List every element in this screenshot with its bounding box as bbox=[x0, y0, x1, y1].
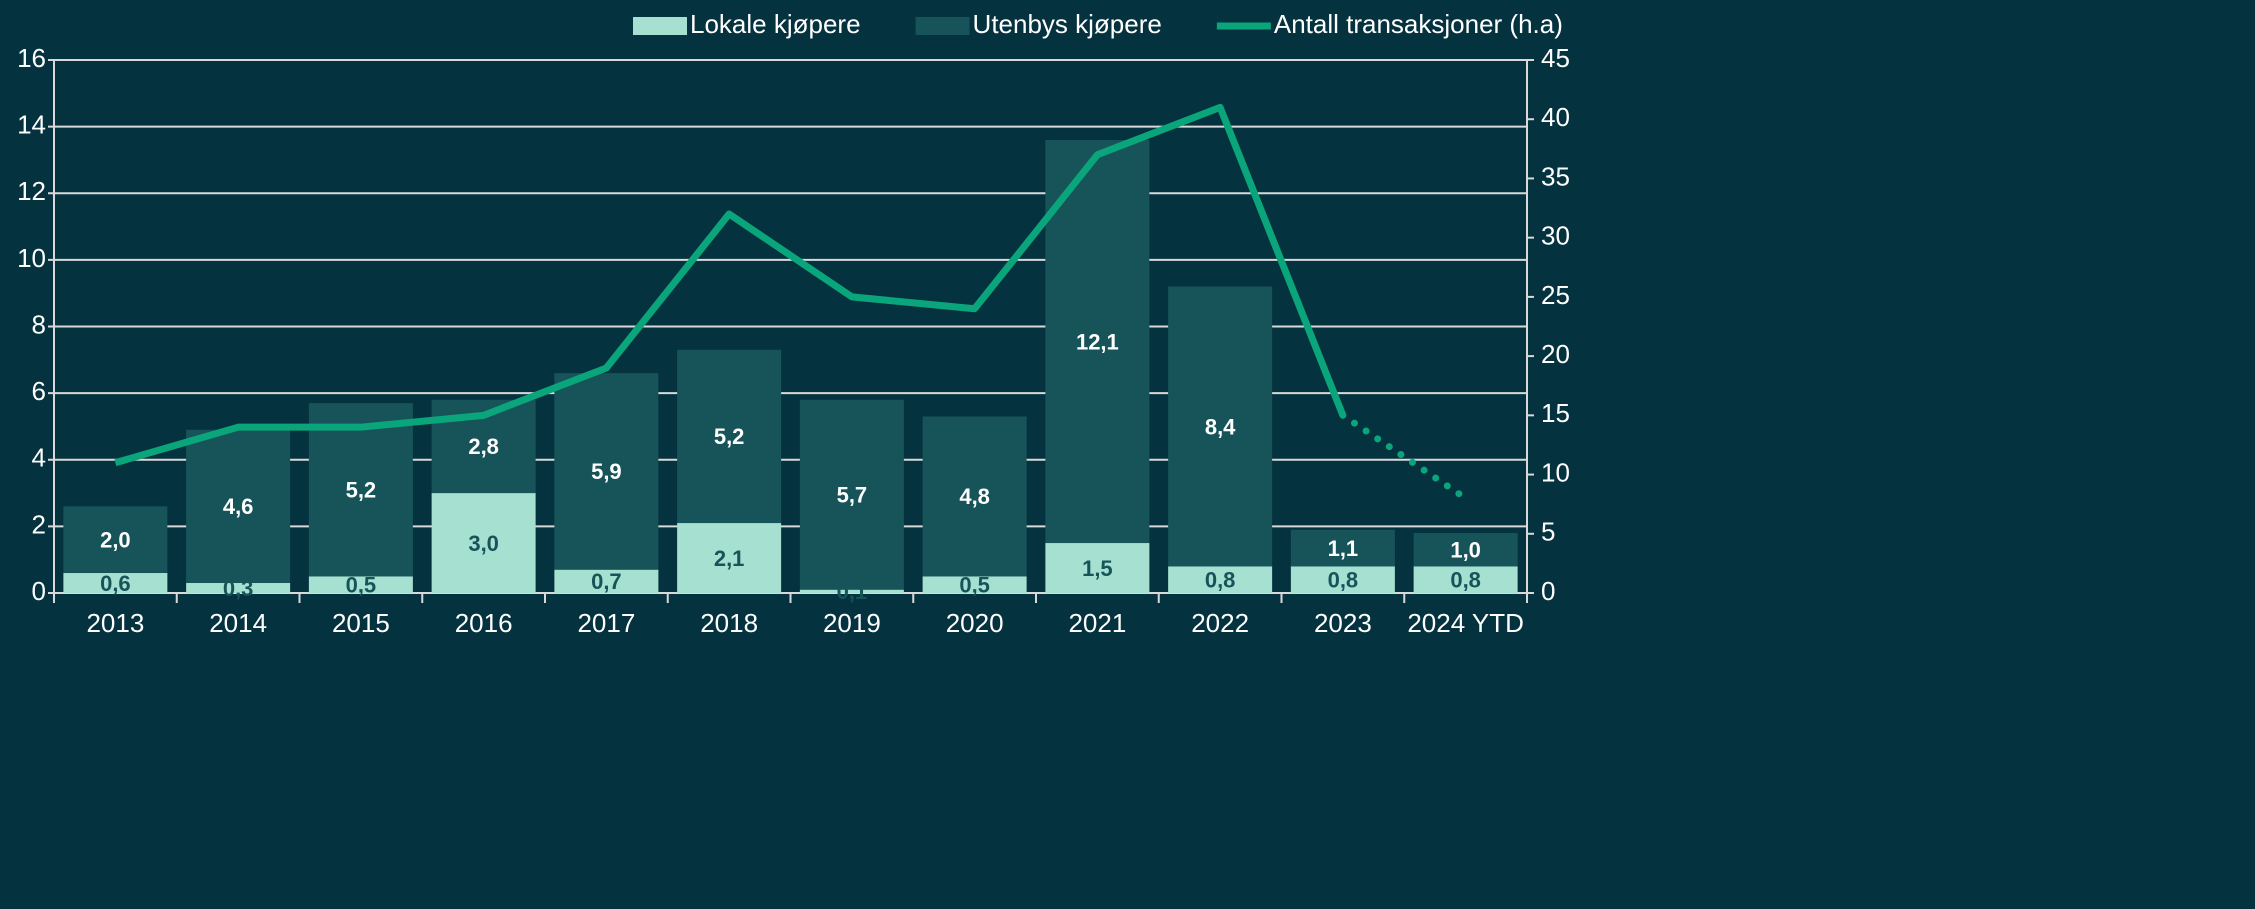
bar-segment bbox=[677, 349, 782, 524]
bar-segment bbox=[308, 403, 413, 577]
data-label: 0,8 bbox=[1205, 567, 1236, 592]
data-label: 4,8 bbox=[959, 484, 990, 509]
data-label: 0,5 bbox=[959, 572, 990, 597]
y-tick-label: 12 bbox=[17, 176, 46, 206]
legend-swatch bbox=[633, 17, 687, 35]
line-dotted bbox=[1339, 411, 1470, 502]
y-tick-label: 8 bbox=[32, 309, 46, 339]
data-label: 12,1 bbox=[1076, 329, 1119, 354]
bar-segment bbox=[63, 506, 168, 574]
bar-segment bbox=[186, 583, 291, 593]
bar-segment bbox=[1045, 543, 1150, 593]
bar-segment bbox=[677, 523, 782, 593]
y2-tick-label: 40 bbox=[1541, 102, 1570, 132]
x-tick-label: 2023 bbox=[1314, 608, 1372, 638]
y-tick-label: 16 bbox=[17, 43, 46, 73]
legend-label: Lokale kjøpere bbox=[690, 9, 861, 39]
data-label: 0,8 bbox=[1328, 567, 1359, 592]
x-tick-label: 2018 bbox=[700, 608, 758, 638]
data-label: 5,9 bbox=[591, 459, 622, 484]
data-label: 0,7 bbox=[591, 569, 622, 594]
bar-segment bbox=[1045, 139, 1150, 544]
x-tick-label: 2021 bbox=[1068, 608, 1126, 638]
y-tick-label: 2 bbox=[32, 509, 46, 539]
x-tick-label: 2016 bbox=[455, 608, 513, 638]
data-label: 3,0 bbox=[468, 531, 499, 556]
y-tick-label: 6 bbox=[32, 376, 46, 406]
data-label: 0,6 bbox=[100, 571, 131, 596]
data-label: 2,1 bbox=[714, 546, 745, 571]
data-label: 1,1 bbox=[1328, 536, 1359, 561]
bar-segment bbox=[799, 399, 904, 590]
bar-segment bbox=[1413, 566, 1518, 593]
y-tick-label: 10 bbox=[17, 243, 46, 273]
x-tick-label: 2024 YTD bbox=[1407, 608, 1524, 638]
y-tick-label: 4 bbox=[32, 443, 46, 473]
bar-segment bbox=[186, 429, 291, 584]
legend-swatch bbox=[915, 17, 970, 35]
x-tick-label: 2022 bbox=[1191, 608, 1249, 638]
legend-label: Utenbys kjøpere bbox=[973, 9, 1162, 39]
data-label: 5,2 bbox=[714, 424, 745, 449]
y-tick-label: 14 bbox=[17, 110, 46, 140]
bar-segment bbox=[554, 569, 659, 593]
data-label: 1,0 bbox=[1450, 538, 1481, 563]
y2-tick-label: 35 bbox=[1541, 161, 1570, 191]
data-label: 0,8 bbox=[1450, 567, 1481, 592]
y2-tick-label: 25 bbox=[1541, 280, 1570, 310]
bar-segment bbox=[1290, 529, 1395, 567]
bar-segment bbox=[922, 576, 1027, 593]
bar-segment bbox=[799, 589, 904, 593]
x-tick-label: 2019 bbox=[823, 608, 881, 638]
x-tick-label: 2013 bbox=[86, 608, 144, 638]
data-label: 8,4 bbox=[1205, 414, 1236, 439]
y2-tick-label: 0 bbox=[1541, 576, 1555, 606]
x-tick-label: 2017 bbox=[577, 608, 635, 638]
y-tick-label: 0 bbox=[32, 576, 46, 606]
bar-segment bbox=[1168, 566, 1273, 593]
data-label: 5,7 bbox=[837, 483, 868, 508]
data-label: 4,6 bbox=[223, 494, 254, 519]
line bbox=[114, 103, 1347, 467]
y2-tick-label: 20 bbox=[1541, 339, 1570, 369]
bar-segment bbox=[1413, 533, 1518, 567]
bar-segment bbox=[554, 373, 659, 570]
y2-tick-label: 30 bbox=[1541, 221, 1570, 251]
y2-tick-label: 5 bbox=[1541, 517, 1555, 547]
x-tick-label: 2014 bbox=[209, 608, 267, 638]
y2-tick-label: 15 bbox=[1541, 398, 1570, 428]
bar-segment bbox=[1168, 286, 1273, 567]
data-label: 0,5 bbox=[346, 572, 377, 597]
bar-segment bbox=[308, 576, 413, 593]
x-tick-label: 2020 bbox=[946, 608, 1004, 638]
bar-segment bbox=[63, 573, 168, 593]
bar-segment bbox=[431, 493, 536, 593]
bar-segment bbox=[1290, 566, 1395, 593]
bar-segment bbox=[922, 416, 1027, 577]
data-label: 1,5 bbox=[1082, 556, 1113, 581]
data-label: 2,0 bbox=[100, 528, 131, 553]
legend-label: Antall transaksjoner (h.a) bbox=[1274, 9, 1563, 39]
y2-tick-label: 45 bbox=[1541, 43, 1570, 73]
x-tick-label: 2015 bbox=[332, 608, 390, 638]
data-label: 2,8 bbox=[468, 434, 499, 459]
y2-tick-label: 10 bbox=[1541, 457, 1570, 487]
data-label: 5,2 bbox=[346, 478, 377, 503]
